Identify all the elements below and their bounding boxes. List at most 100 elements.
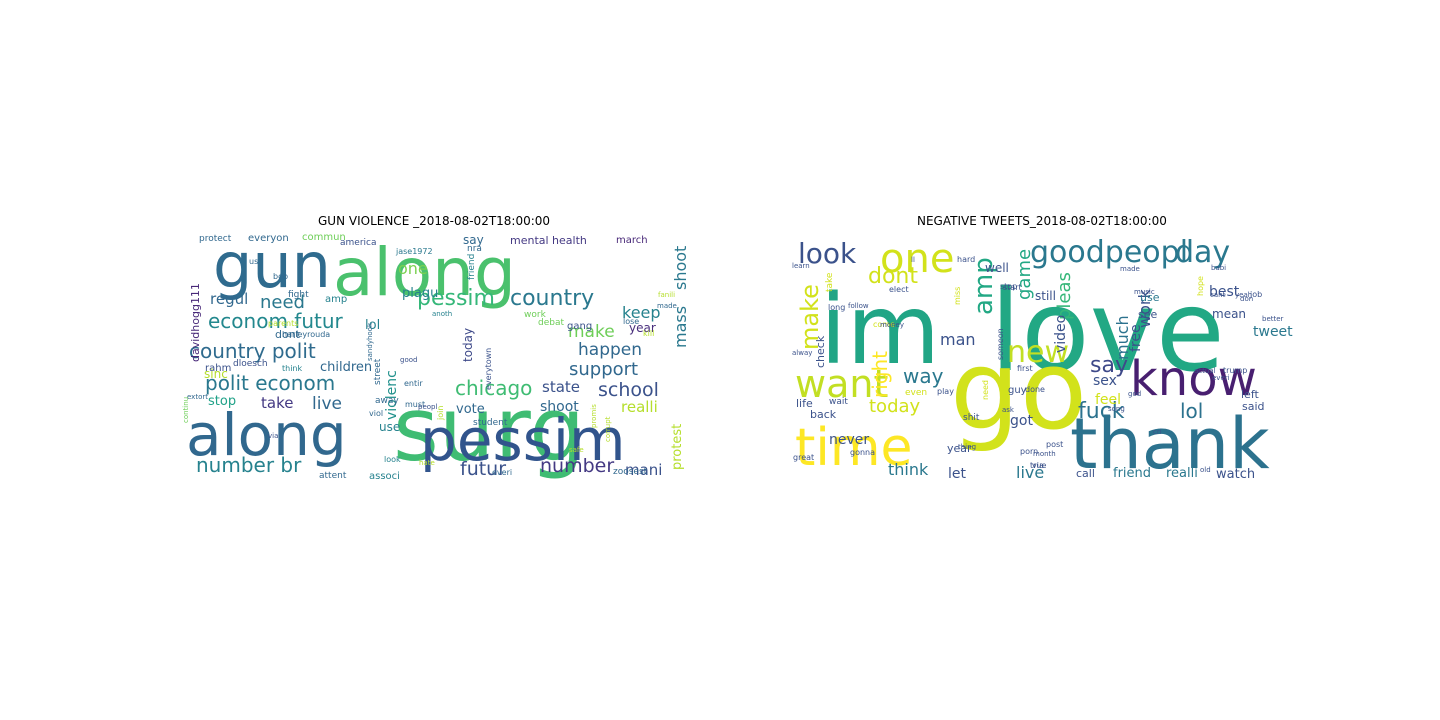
cloud-word: someon <box>996 328 1005 360</box>
cloud-word: god <box>1128 390 1141 398</box>
cloud-word: today <box>461 328 475 362</box>
cloud-word: children <box>320 360 372 375</box>
cloud-word: happen <box>578 340 642 360</box>
cloud-word: anoth <box>432 310 452 318</box>
cloud-word: best <box>1209 284 1240 300</box>
cloud-word: nra <box>467 244 482 254</box>
cloud-word: number br <box>196 453 302 477</box>
cloud-word: gonna <box>850 448 875 457</box>
cloud-word: alway <box>792 349 812 357</box>
cloud-word: violenc <box>384 370 400 420</box>
cloud-word: debat <box>538 318 564 328</box>
cloud-word: one <box>880 236 954 282</box>
cloud-word: old <box>1200 466 1211 474</box>
cloud-word: sandyhook <box>366 322 374 361</box>
cloud-word: done <box>1025 385 1045 394</box>
cloud-word: thank <box>1070 403 1270 485</box>
panel-title: GUN VIOLENCE _2018-08-02T18:00:00 <box>318 214 551 228</box>
cloud-word: one <box>398 259 428 278</box>
cloud-word: use <box>379 420 400 434</box>
cloud-word: school <box>598 379 659 401</box>
cloud-word: viol <box>369 409 383 418</box>
cloud-word: wait <box>829 397 848 407</box>
cloud-word: music <box>1134 288 1155 296</box>
cloud-word: realli <box>1166 466 1198 481</box>
cloud-word: hard <box>957 255 975 264</box>
cloud-word: say <box>463 233 484 247</box>
cloud-word: long <box>828 303 845 312</box>
cloud-word: need <box>981 380 990 400</box>
cloud-word: think <box>888 460 929 479</box>
cloud-word: free <box>1128 324 1144 352</box>
cloud-word: plagu <box>402 286 438 301</box>
cloud-word: everyon <box>248 233 289 244</box>
cloud-word: actual <box>1194 367 1216 375</box>
cloud-word: work <box>1135 289 1154 328</box>
cloud-word: amp <box>325 294 347 305</box>
word-cloud-gun-violence: gun surg along along pessim country polit poli… <box>180 230 698 485</box>
cloud-word: continu <box>182 397 190 423</box>
cloud-word: see <box>1138 308 1157 321</box>
cloud-word: realli <box>621 398 658 416</box>
cloud-word: country <box>510 286 594 311</box>
cloud-word: futur <box>460 458 506 480</box>
cloud-word: mani <box>625 461 662 479</box>
cloud-word: even <box>905 388 927 398</box>
cloud-word: rahm <box>205 363 231 374</box>
cloud-word: today <box>869 396 921 417</box>
cloud-word: better <box>1262 315 1284 323</box>
cloud-word: away <box>375 396 399 406</box>
cloud-word: month <box>1033 450 1056 458</box>
cloud-word: surg <box>393 378 585 481</box>
cloud-word: protest <box>670 424 685 470</box>
cloud-word: pleas <box>1054 272 1075 320</box>
cloud-word: stop <box>1000 282 1017 291</box>
cloud-word: thing <box>958 443 976 451</box>
cloud-word: yeah <box>1235 291 1252 299</box>
cloud-word: look <box>384 455 401 464</box>
cloud-word: vote <box>456 402 485 417</box>
cloud-word: know <box>1130 351 1257 407</box>
cloud-word: elect <box>889 285 909 294</box>
cloud-word: man <box>940 330 976 349</box>
cloud-word: goodpeopl <box>1030 235 1188 270</box>
cloud-word: via <box>268 432 278 440</box>
cloud-word: dont <box>868 264 918 289</box>
cloud-word: join <box>436 406 445 421</box>
cloud-word: trump <box>1223 366 1247 375</box>
cloud-word: miss <box>953 287 962 305</box>
cloud-word: use <box>1140 291 1160 304</box>
cloud-word: fuck <box>1078 399 1125 424</box>
cloud-word: guy <box>1008 385 1027 396</box>
word-cloud-negative-tweets: love im go thank know time want one goodpeopl day… <box>780 230 1298 485</box>
cloud-word: song <box>1108 405 1125 413</box>
cloud-word: babi <box>1211 264 1226 272</box>
cloud-word: promis <box>590 404 598 428</box>
cloud-word: stop <box>208 394 236 409</box>
cloud-word: video <box>1053 315 1069 353</box>
cloud-word: friend <box>1113 466 1151 481</box>
cloud-word: first <box>1017 364 1033 373</box>
cloud-word: hate <box>419 459 435 467</box>
cloud-word: start <box>1003 283 1022 292</box>
cloud-word: cant <box>1210 291 1226 299</box>
cloud-word: along <box>333 234 516 311</box>
cloud-word: take <box>261 394 293 412</box>
cloud-word: must <box>405 400 425 409</box>
cloud-word: keep <box>622 303 661 322</box>
cloud-word: davidhogg111 <box>189 283 202 362</box>
cloud-word: year <box>629 321 656 335</box>
cloud-word: shit <box>963 413 980 423</box>
cloud-word: year <box>947 442 972 455</box>
panel-title: NEGATIVE TWEETS_2018-08-02T18:00:00 <box>917 214 1167 228</box>
cloud-word: well <box>985 261 1009 275</box>
cloud-word: pessim <box>417 286 495 311</box>
cloud-word: money <box>880 321 904 329</box>
cloud-word: everi <box>1212 374 1230 382</box>
cloud-word: corrupt <box>604 416 612 442</box>
cloud-word: mean <box>1212 307 1246 321</box>
cloud-word: right <box>868 351 892 398</box>
cloud-word: game <box>1014 249 1035 300</box>
